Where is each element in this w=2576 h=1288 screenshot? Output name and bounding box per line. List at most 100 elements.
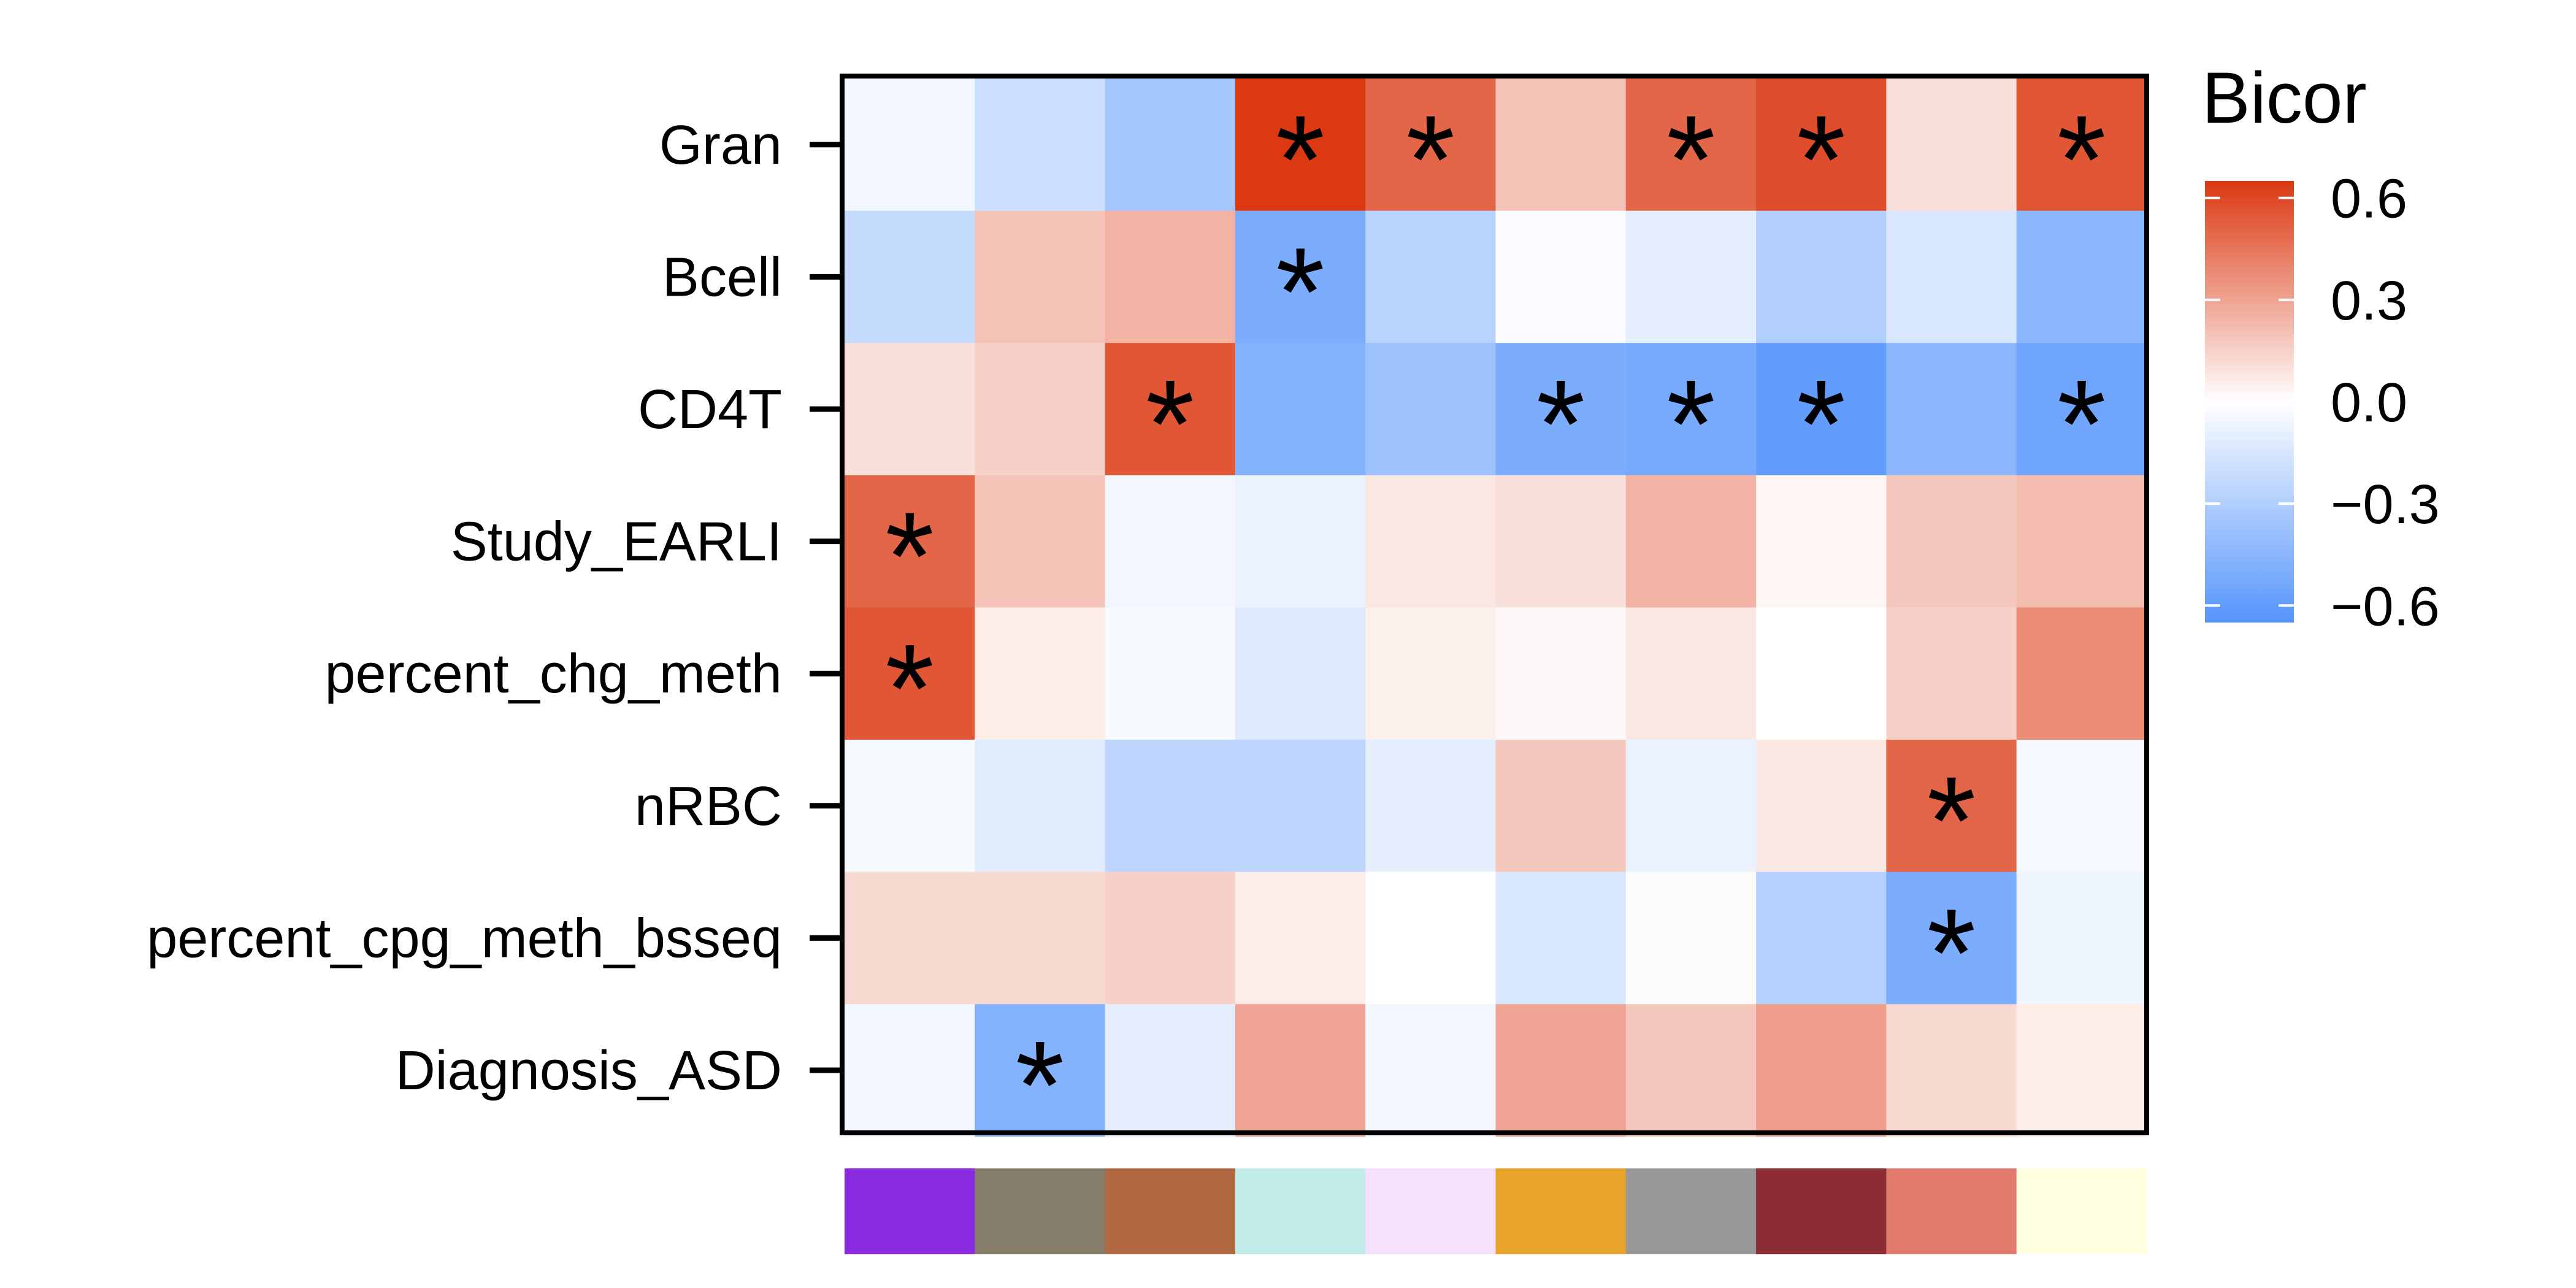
legend-tick-label: −0.3	[2331, 474, 2440, 535]
module-color-swatch	[845, 1168, 975, 1254]
heatmap-cell	[1886, 210, 2017, 343]
legend-title: Bicor	[2202, 58, 2367, 139]
heatmap-cell	[1625, 79, 1757, 212]
heatmap-cell	[975, 872, 1106, 1005]
heatmap-cell	[1105, 79, 1236, 212]
significance-star: *	[1796, 90, 1846, 230]
heatmap-cell	[1756, 475, 1887, 608]
significance-star: *	[885, 486, 934, 627]
significance-star: *	[1666, 354, 1715, 494]
heatmap-cell	[1886, 872, 2017, 1005]
heatmap-cell	[845, 607, 975, 740]
heatmap-cell	[1235, 210, 1366, 343]
heatmap-cell	[1495, 343, 1627, 476]
module-color-swatch	[1235, 1168, 1366, 1254]
heatmap-cell	[2016, 740, 2147, 873]
heatmap-cell	[1886, 740, 2017, 873]
module-color-swatch	[1105, 1168, 1236, 1254]
significance-star: *	[1796, 354, 1846, 494]
heatmap-cell	[1235, 740, 1366, 873]
significance-star: *	[1927, 883, 1976, 1023]
heatmap-cell	[2016, 210, 2147, 343]
heatmap-cell	[1495, 607, 1627, 740]
heatmap-cell	[1495, 740, 1627, 873]
significance-star: *	[2057, 354, 2106, 494]
heatmap-cell	[1365, 607, 1497, 740]
heatmap-cell	[1756, 79, 1887, 212]
legend-tick-label: 0.6	[2331, 169, 2407, 230]
heatmap-cell	[845, 210, 975, 343]
heatmap-cell	[2016, 343, 2147, 476]
heatmap-cell	[1886, 79, 2017, 212]
heatmap-cell	[975, 740, 1106, 873]
heatmap-cell	[1365, 210, 1497, 343]
module-color-swatch	[2016, 1168, 2147, 1254]
heatmap-cell	[1886, 343, 2017, 476]
legend-tick-label: 0.0	[2331, 372, 2407, 434]
heatmap-cell	[1756, 343, 1887, 476]
heatmap-cell	[1105, 740, 1236, 873]
heatmap-cell	[1105, 607, 1236, 740]
heatmap-cell	[975, 210, 1106, 343]
heatmap-cell	[1625, 872, 1757, 1005]
heatmap-cell	[1886, 607, 2017, 740]
heatmap-cell	[845, 475, 975, 608]
heatmap-cell	[1625, 740, 1757, 873]
heatmap-cell	[1756, 210, 1887, 343]
row-label: Study_EARLI	[451, 512, 782, 573]
heatmap-cell	[1756, 740, 1887, 873]
module-color-swatch	[1365, 1168, 1497, 1254]
color-legend: Bicor 0.6 0.3 0.0 −0.3 −0.6	[2202, 58, 2440, 637]
heatmap-cell	[1235, 607, 1366, 740]
heatmap-cell	[1625, 607, 1757, 740]
significance-star: *	[1536, 354, 1585, 494]
heatmap-cell	[1495, 210, 1627, 343]
module-color-swatch	[1625, 1168, 1757, 1254]
heatmap-cell	[845, 343, 975, 476]
heatmap-cell	[2016, 1004, 2147, 1137]
heatmap-cell	[1235, 872, 1366, 1005]
heatmap-cell	[1886, 475, 2017, 608]
row-labels: Gran Bcell CD4T Study_EARLI percent_chg_meth…	[147, 115, 842, 1102]
heatmap-cell	[1756, 1004, 1887, 1137]
significance-star: *	[1146, 354, 1195, 494]
heatmap-cell	[845, 872, 975, 1005]
heatmap-cell	[845, 740, 975, 873]
heatmap-cell	[2016, 607, 2147, 740]
legend-tick-label: 0.3	[2331, 270, 2407, 332]
heatmap-cell	[2016, 79, 2147, 212]
heatmap-cell	[1235, 1004, 1366, 1137]
heatmap-cell	[1756, 872, 1887, 1005]
heatmap-cell	[1365, 872, 1497, 1005]
heatmap-cell	[1625, 475, 1757, 608]
heatmap-cell	[1886, 1004, 2017, 1137]
heatmap-cell	[1235, 79, 1366, 212]
heatmap-frame	[840, 74, 2149, 1135]
heatmap-cell	[2016, 475, 2147, 608]
module-color-swatch	[1495, 1168, 1627, 1254]
heatmap-cell	[975, 1004, 1106, 1137]
row-label: Diagnosis_ASD	[396, 1040, 782, 1102]
row-label: Bcell	[662, 247, 782, 308]
legend-tick-label: −0.6	[2331, 576, 2440, 637]
row-label: nRBC	[635, 776, 782, 837]
significance-markers: * * * * *** * * * ******	[885, 90, 2106, 1156]
heatmap-cell	[975, 607, 1106, 740]
row-label: percent_cpg_meth_bsseq	[147, 908, 782, 969]
heatmap-cell	[2016, 872, 2147, 1005]
heatmap-cell	[1105, 872, 1236, 1005]
heatmap-cell	[1495, 79, 1627, 212]
heatmap-cell	[1105, 343, 1236, 476]
row-label: Gran	[659, 115, 782, 176]
heatmap-cell	[1365, 79, 1497, 212]
heatmap-cell	[1756, 607, 1887, 740]
significance-star: *	[1666, 90, 1715, 230]
significance-star: *	[1276, 221, 1325, 362]
heatmap-cell	[1105, 210, 1236, 343]
module-color-swatch	[975, 1168, 1106, 1254]
significance-star: *	[1406, 90, 1455, 230]
heatmap-cell	[1235, 343, 1366, 476]
heatmap-cell	[1105, 1004, 1236, 1137]
module-color-swatch	[1886, 1168, 2017, 1254]
